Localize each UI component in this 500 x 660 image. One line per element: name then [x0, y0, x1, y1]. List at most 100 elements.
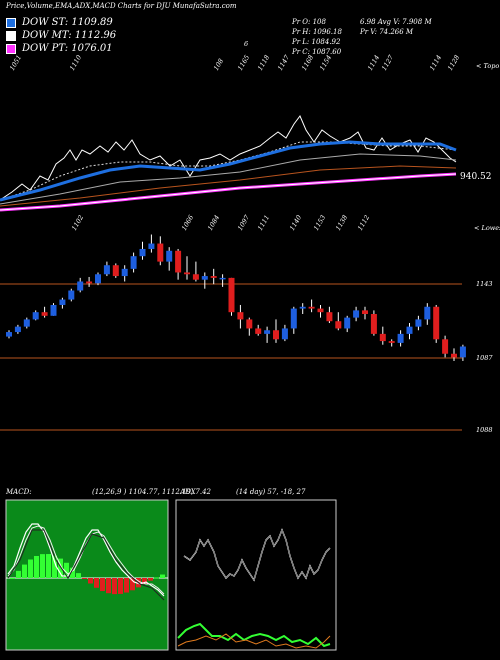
- candle-up: [344, 317, 351, 329]
- macd-hist-bar: [106, 578, 111, 594]
- macd-hist-bar: [100, 578, 105, 592]
- macd-line-dark: [7, 529, 165, 601]
- candle-down: [388, 341, 395, 343]
- candle-up: [397, 333, 404, 343]
- candle-up: [281, 328, 288, 340]
- candle-down: [317, 308, 324, 313]
- ema-brown: [0, 165, 457, 207]
- macd-hist-bar: [16, 570, 21, 578]
- candle-up: [50, 304, 57, 316]
- macd-hist-bar: [40, 554, 45, 578]
- ohlc-high: Pr H: 1096.18: [292, 28, 342, 36]
- candle-down: [308, 306, 315, 309]
- macd-hist-bar: [94, 578, 99, 588]
- macd-line: [7, 523, 165, 597]
- macd-label: MACD:: [6, 488, 32, 496]
- candle-up: [415, 319, 422, 327]
- level-label-1087: 1087: [476, 354, 493, 362]
- macd-hist-bar: [58, 558, 63, 578]
- candle-down: [362, 310, 368, 314]
- candle-up: [459, 346, 466, 358]
- macd-histogram: [10, 554, 165, 595]
- legend-mt-swatch: [6, 30, 16, 41]
- legend-mt-label: DOW MT: 1112.96: [22, 30, 117, 41]
- candle-up: [139, 248, 146, 257]
- macd-hist-bar: [118, 578, 123, 594]
- candle-down: [433, 306, 440, 340]
- candle-down: [237, 312, 244, 320]
- adx-label: ADX: [180, 488, 196, 496]
- macd-hist-bar: [34, 555, 39, 578]
- candle-right-tag: < Lowes: [474, 224, 500, 232]
- chart-header: Price,Volume,EMA,ADX,MACD Charts for DJU…: [6, 2, 237, 10]
- candle-down: [326, 312, 333, 322]
- candle-up: [130, 256, 137, 269]
- macd-hist-bar: [142, 578, 147, 585]
- macd-hist-bar: [160, 574, 165, 578]
- candle-up: [121, 268, 128, 277]
- legend-pt-swatch: [6, 43, 16, 54]
- candle-up: [6, 332, 12, 337]
- candle-down: [41, 312, 48, 316]
- candle-up: [23, 319, 30, 327]
- macd-hist-bar: [154, 577, 159, 579]
- candle-up: [14, 326, 21, 333]
- macd-hist-bar: [70, 567, 75, 578]
- candle-up: [353, 310, 360, 318]
- ohlc-volume: Pr V: 74.266 M: [360, 28, 414, 36]
- level-label-1088: 1088: [476, 426, 493, 434]
- candle-up: [201, 276, 208, 280]
- level-label-1143: 1143: [476, 280, 493, 288]
- candle-down: [86, 281, 93, 284]
- candle-up: [299, 306, 306, 309]
- candle-down: [335, 321, 342, 329]
- candle-down: [246, 319, 253, 329]
- candle-up: [290, 308, 297, 329]
- macd-hist-bar: [52, 555, 57, 578]
- candle-down: [175, 250, 182, 273]
- legend-st: DOW ST: 1109.89: [6, 17, 113, 28]
- candle-down: [157, 243, 164, 262]
- macd-hist-bar: [64, 562, 69, 578]
- ohlc-close: Pr C: 1087.60: [292, 48, 342, 56]
- adx-values: (14 day) 57, -18, 27: [236, 488, 306, 496]
- candle-down: [112, 265, 119, 277]
- macd-hist-bar: [76, 573, 81, 578]
- macd-hist-bar: [22, 564, 27, 578]
- candle-down: [228, 277, 235, 313]
- ema-white-dotted: [0, 141, 457, 201]
- candle-down: [273, 330, 279, 340]
- candle-up: [264, 330, 271, 334]
- candle-down: [379, 333, 386, 342]
- price-line: [0, 115, 457, 201]
- legend-pt: DOW PT: 1076.01: [6, 43, 113, 54]
- ema-lines: [0, 115, 457, 212]
- adx-green-line: [177, 622, 331, 648]
- candle-up: [68, 290, 75, 300]
- ema-right-tag: < Topo: [476, 62, 500, 70]
- candle-down: [370, 314, 377, 334]
- ema-right-value: 940.52: [460, 172, 492, 182]
- ema-top-number: 6: [244, 40, 249, 48]
- legend-st-swatch: [6, 17, 16, 28]
- ema-pink-white: [0, 173, 457, 211]
- candle-up: [148, 243, 155, 249]
- candle-down: [192, 274, 199, 280]
- candle-up: [424, 306, 431, 320]
- macd-hist-bar: [124, 578, 129, 593]
- adx-orange-line: [177, 633, 331, 649]
- macd-hist-bar: [130, 578, 135, 591]
- macd-values: (12,26,9 ) 1104.77, 1112.19, 7.42: [92, 488, 212, 496]
- candle-down: [210, 276, 217, 278]
- legend-st-label: DOW ST: 1109.89: [22, 17, 113, 28]
- candles: [6, 234, 466, 361]
- candle-up: [406, 326, 413, 334]
- candle-up: [95, 274, 101, 284]
- macd-hist-bar: [82, 578, 87, 579]
- candle-up: [32, 312, 39, 320]
- candle-up: [77, 281, 84, 291]
- candle-up: [219, 277, 226, 280]
- legend-mt: DOW MT: 1112.96: [6, 30, 116, 41]
- candle-down: [442, 339, 449, 354]
- ohlc-low: Pr L: 1084.92: [292, 38, 341, 46]
